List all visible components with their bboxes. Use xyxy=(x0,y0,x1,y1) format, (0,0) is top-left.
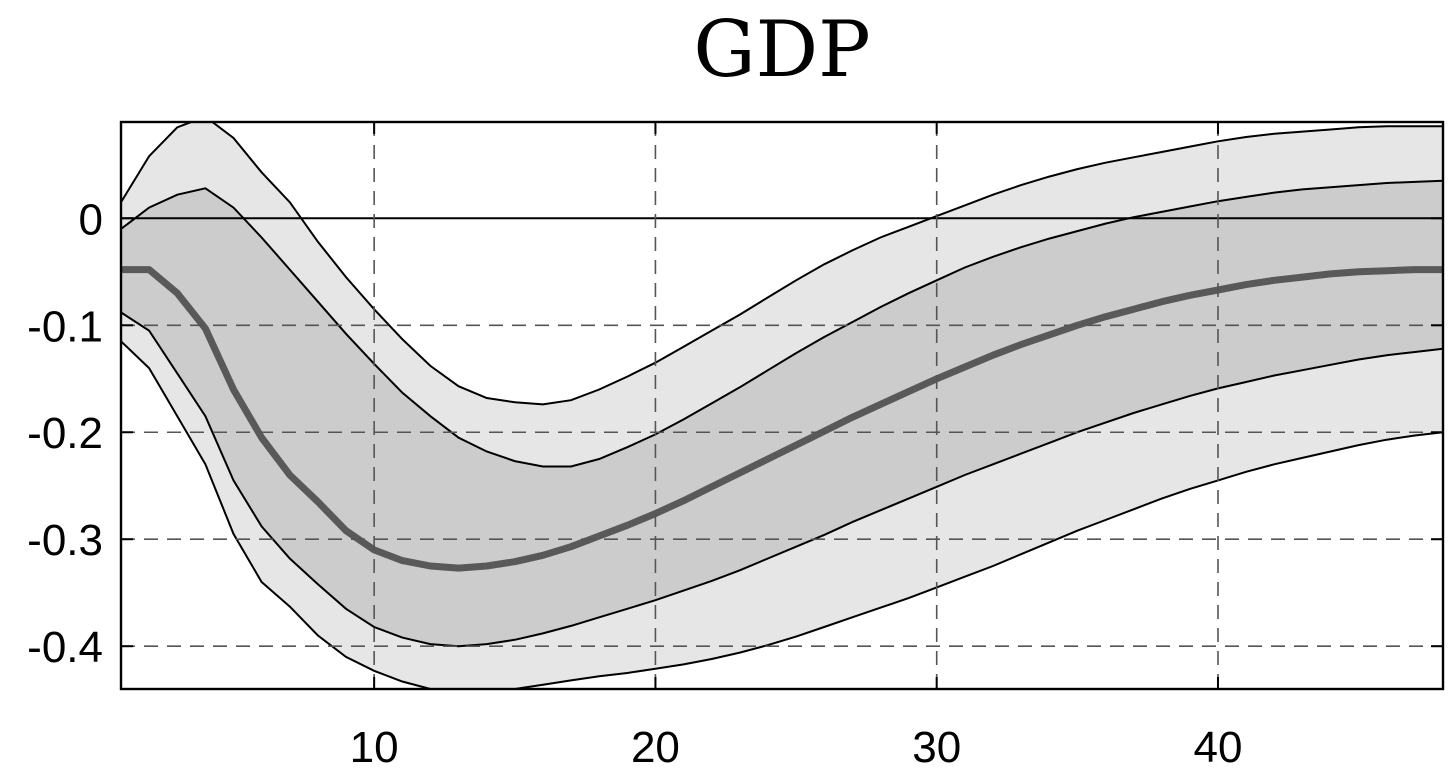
inner-lower-band-edge xyxy=(121,311,1443,648)
plot-area xyxy=(121,122,1443,689)
chart-title: GDP xyxy=(693,5,870,95)
y-tick-label: -0.3 xyxy=(27,516,103,565)
x-tick-label: 20 xyxy=(631,723,680,772)
y-tick-label: 0 xyxy=(79,195,103,244)
axes xyxy=(119,120,1445,691)
tick-labels: 10 20 30 40 0 -0.1 -0.2 -0.3 -0.4 xyxy=(27,195,1242,772)
y-tick-label: -0.2 xyxy=(27,409,103,458)
y-tick-label: -0.4 xyxy=(27,623,103,672)
x-tick-label: 10 xyxy=(350,723,399,772)
median-response-line xyxy=(121,266,1443,572)
x-tick-label: 30 xyxy=(912,723,961,772)
plot-frame xyxy=(119,120,1445,691)
outer-lower-band-edge xyxy=(121,340,1443,689)
inner-credible-band xyxy=(121,180,1443,647)
y-tick-label: -0.1 xyxy=(27,302,103,351)
inner-upper-band-edge xyxy=(121,179,1443,468)
x-tick-label: 40 xyxy=(1194,723,1243,772)
outer-upper-band-edge xyxy=(121,122,1443,406)
grid xyxy=(121,122,1443,689)
